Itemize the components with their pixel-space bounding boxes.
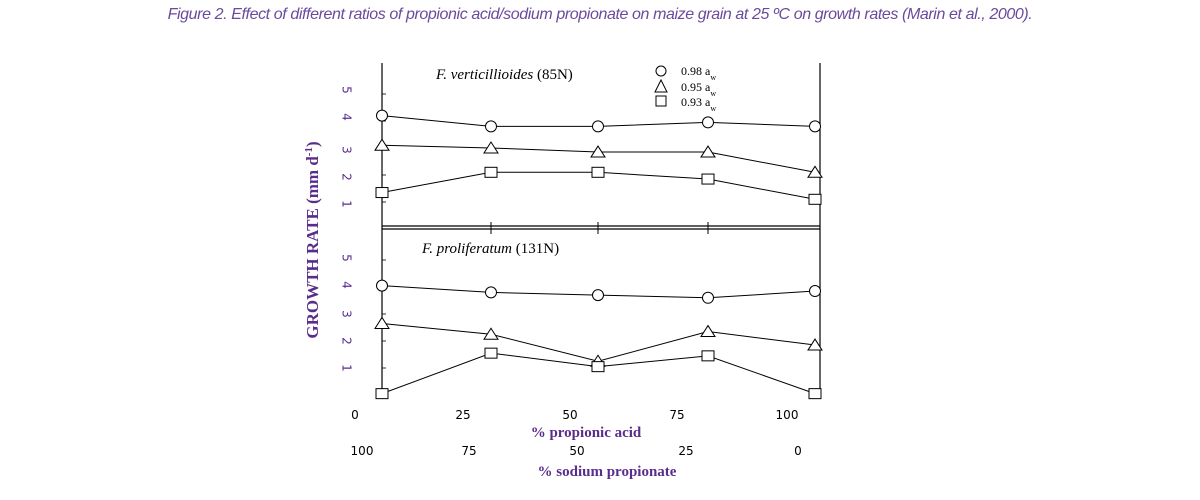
x-tick-label-propionic: 75 [669, 408, 684, 422]
data-point-circle-panel-1 [485, 120, 497, 133]
x-tick-label-propionic: 0 [351, 408, 359, 422]
y-tick-label: 2 [340, 173, 354, 181]
x-axis-title-propionic: % propionic acid [531, 425, 642, 441]
data-point-circle-panel-1 [592, 120, 604, 133]
data-point-triangle-panel-1 [374, 138, 390, 151]
y-tick-label: 1 [340, 200, 354, 208]
y-tick-label: 5 [340, 86, 354, 94]
data-point-square-panel-2 [701, 350, 715, 362]
data-point-square-panel-2 [591, 361, 605, 373]
x-tick-label-propionic: 100 [776, 408, 799, 422]
x-tick-label-sodium: 25 [678, 444, 693, 458]
x-tick-label-sodium: 75 [461, 444, 476, 458]
data-point-triangle-panel-2 [700, 324, 716, 338]
x-tick-label-propionic: 50 [562, 408, 577, 422]
data-point-circle-panel-1 [376, 109, 388, 122]
x-tick-label-sodium: 100 [351, 444, 374, 458]
data-point-circle-panel-2 [376, 279, 388, 292]
data-point-square-panel-2 [808, 388, 822, 400]
y-tick-label: 4 [340, 281, 354, 289]
data-point-triangle-panel-2 [483, 327, 499, 340]
y-tick-label: 3 [340, 310, 354, 318]
legend-label-098: 0.98 aw [681, 64, 716, 82]
y-axis-title: GROWTH RATE (mm d-1) [303, 141, 322, 338]
y-tick-label: 4 [340, 113, 354, 121]
legend-triangle-marker [654, 78, 668, 93]
y-tick-label: 5 [340, 254, 354, 262]
x-tick-label-sodium: 0 [794, 444, 802, 458]
legend-square-marker [655, 95, 667, 107]
data-point-square-panel-1 [591, 166, 605, 178]
data-point-square-panel-1 [484, 166, 498, 178]
x-tick-label-propionic: 25 [455, 408, 470, 422]
y-tick-label: 2 [340, 337, 354, 345]
data-point-square-panel-1 [375, 187, 389, 199]
data-point-circle-panel-2 [702, 291, 714, 304]
data-point-circle-panel-1 [809, 120, 821, 133]
data-point-triangle-panel-1 [807, 165, 823, 178]
data-point-circle-panel-2 [592, 289, 604, 302]
data-point-triangle-panel-2 [807, 338, 823, 351]
legend: 0.98 aw 0.95 aw 0.93 aw [654, 64, 716, 113]
data-point-square-panel-1 [701, 173, 715, 185]
data-point-triangle-panel-1 [700, 145, 716, 158]
data-point-triangle-panel-1 [483, 141, 499, 154]
x-axis-title-sodium: % sodium propionate [538, 464, 677, 480]
y-tick-label: 3 [340, 146, 354, 154]
data-point-square-panel-1 [808, 193, 822, 205]
x-tick-label-sodium: 50 [569, 444, 584, 458]
data-point-triangle-panel-1 [590, 145, 606, 158]
panel-title-proliferatum: F. proliferatum (131N) [421, 241, 559, 257]
legend-circle-marker [655, 65, 667, 77]
data-point-circle-panel-2 [485, 286, 497, 299]
data-point-triangle-panel-2 [374, 316, 390, 329]
legend-label-095: 0.95 aw [681, 80, 716, 98]
figure-caption: Figure 2. Effect of different ratios of … [167, 6, 1033, 23]
y-tick-label: 1 [340, 364, 354, 372]
panel-title-verticillioides: F. verticillioides (85N) [435, 67, 573, 83]
data-point-square-panel-2 [375, 388, 389, 400]
data-point-square-panel-2 [484, 347, 498, 359]
data-point-circle-panel-1 [702, 116, 714, 129]
data-point-circle-panel-2 [809, 285, 821, 298]
legend-label-093: 0.93 aw [681, 95, 716, 113]
